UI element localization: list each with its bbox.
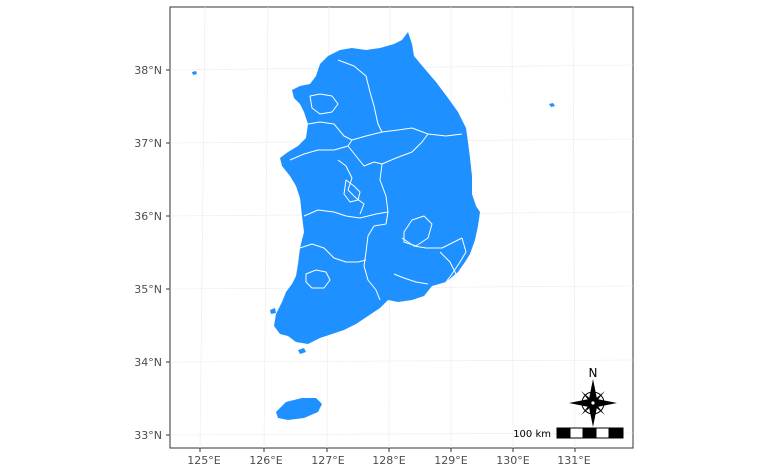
north-arrow-label: N [589, 366, 598, 380]
coastal-islet-south [298, 348, 306, 354]
south-korea-land [192, 32, 555, 420]
lon-label: 130°E [496, 454, 529, 467]
ulleungdo-island [549, 103, 555, 107]
north-arrow: N [569, 366, 617, 427]
lon-label: 129°E [434, 454, 467, 467]
lat-label: 37°N [134, 137, 162, 150]
lat-label: 33°N [134, 429, 162, 442]
mainland [274, 32, 480, 344]
scale-bar-label: 100 km [513, 429, 551, 440]
lat-label: 38°N [134, 64, 162, 77]
coastal-islet-west [270, 308, 276, 314]
jeju-island [276, 398, 322, 420]
lat-label: 34°N [134, 356, 162, 369]
lat-label: 36°N [134, 210, 162, 223]
lon-label: 128°E [372, 454, 405, 467]
lon-label: 127°E [311, 454, 344, 467]
lon-label: 131°E [557, 454, 590, 467]
latitude-labels: 38°N 37°N 36°N 35°N 34°N 33°N [134, 64, 162, 442]
lat-label: 35°N [134, 283, 162, 296]
lon-label: 125°E [187, 454, 220, 467]
lon-label: 126°E [249, 454, 282, 467]
scale-bar: 100 km [513, 427, 624, 440]
axis-ticks [166, 69, 576, 452]
longitude-labels: 125°E 126°E 127°E 128°E 129°E 130°E 131°… [187, 454, 590, 467]
province-borders [289, 59, 467, 301]
baengnyeong-island [192, 71, 197, 75]
